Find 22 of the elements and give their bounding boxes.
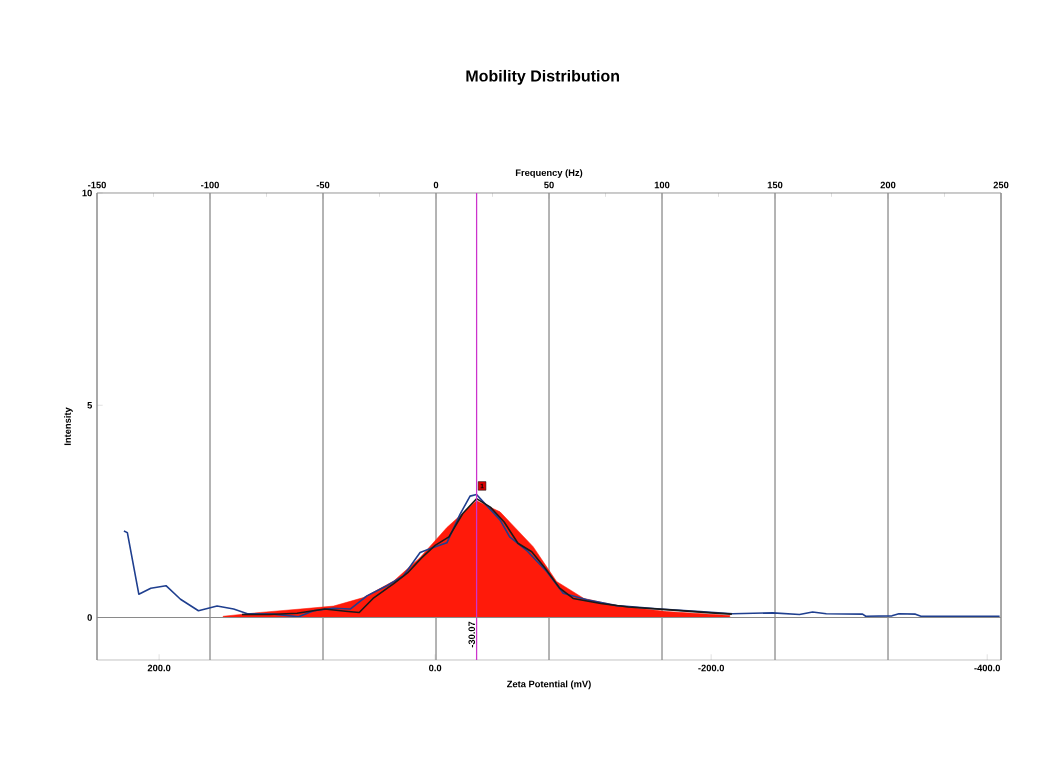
x2-tick-label: 100 xyxy=(654,181,670,189)
x-tick-label: 0.0 xyxy=(429,664,442,672)
x2-tick-label: 50 xyxy=(544,181,554,189)
chart-title: Mobility Distribution xyxy=(466,69,620,85)
y-tick-label: 0 xyxy=(87,614,92,621)
x-tick-label: 200.0 xyxy=(147,664,171,672)
line-series xyxy=(123,493,1001,618)
x2-tick-label: 0 xyxy=(433,181,439,189)
y-tick-label: 10 xyxy=(82,189,92,197)
x2-tick-label: 200 xyxy=(880,181,896,189)
x2-tick-label: -100 xyxy=(201,181,219,189)
x2-tick-label: -50 xyxy=(316,181,330,189)
x2-tick-label: 250 xyxy=(993,181,1009,189)
x2-tick-label: -150 xyxy=(88,181,106,189)
x-tick-label: -400.0 xyxy=(974,664,1001,672)
x-axis-title: Zeta Potential (mV) xyxy=(507,680,591,690)
ref-line-label: -30.07 xyxy=(468,621,476,648)
y-tick-label: 5 xyxy=(87,402,93,409)
y-axis-title: Intensity xyxy=(64,407,73,446)
x2-tick-label: 150 xyxy=(767,181,783,189)
x-tick-label: -200.0 xyxy=(698,664,725,672)
x2-axis-title: Frequency (Hz) xyxy=(515,169,583,178)
